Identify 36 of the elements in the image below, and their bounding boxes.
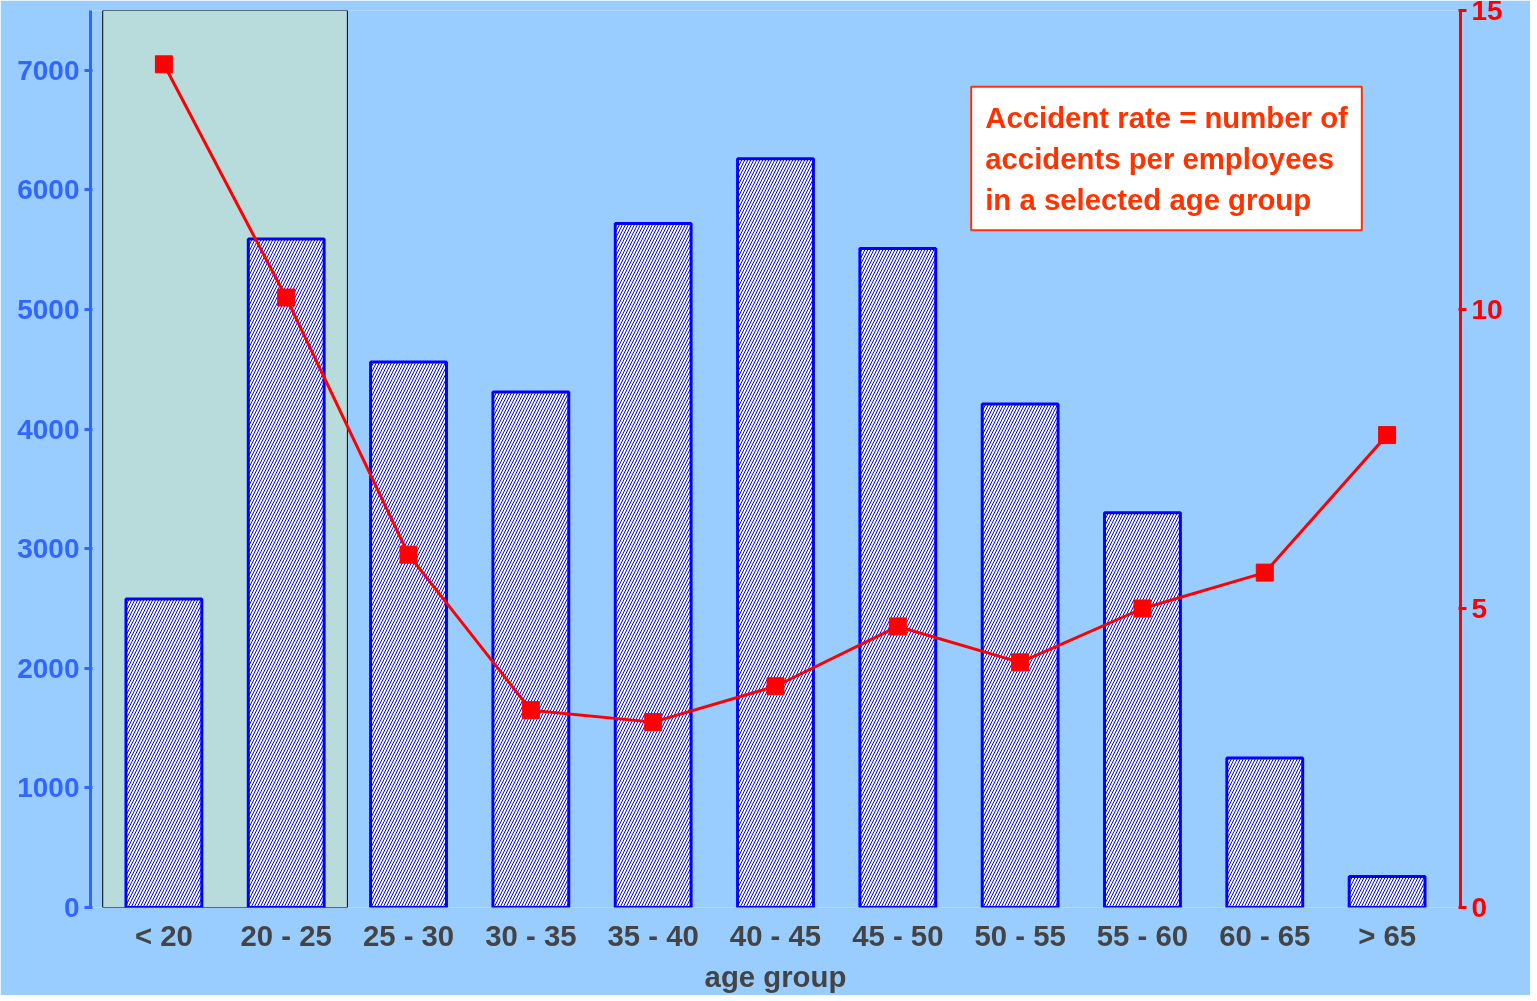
x-tick-label: 60 - 65 (1219, 918, 1311, 952)
y2-tick-label: 5 (1471, 593, 1488, 624)
y2-tick-label: 10 (1471, 294, 1503, 325)
y-tick-label: 0 (63, 892, 80, 923)
point (154, 55, 173, 74)
point (1133, 599, 1152, 618)
y2-tick-label: 15 (1471, 0, 1503, 26)
point (766, 677, 785, 696)
y-tick-label: 4000 (17, 413, 80, 445)
point (277, 288, 296, 307)
x-tick-label: 55 - 60 (1096, 918, 1189, 952)
x-tick-label: > 65 (1358, 918, 1417, 952)
point (399, 545, 418, 564)
annotation: Accident rate = number of accidents per employees in a selected age group (985, 100, 1349, 217)
x-tick-label: 20 - 25 (240, 918, 332, 952)
point (521, 701, 540, 720)
x-tick-label: 35 - 40 (607, 918, 699, 952)
point (888, 617, 907, 636)
y-tick-label: 3000 (17, 533, 80, 565)
point (1255, 563, 1274, 582)
y-tick-label: 5000 (17, 294, 80, 325)
x-tick-label: 45 - 50 (852, 918, 944, 952)
x-tick-label: 50 - 55 (974, 918, 1066, 952)
x-tick-label: < 20 (134, 918, 193, 952)
x-tick-label: 40 - 45 (729, 918, 822, 952)
y-tick-label: 7000 (17, 54, 80, 86)
x-tick-label: 30 - 35 (485, 918, 577, 952)
y-tick-label: 6000 (17, 174, 80, 206)
point (1378, 426, 1397, 445)
x-tick-label: 25 - 30 (362, 918, 455, 952)
point (644, 713, 663, 732)
y2-tick-label: 0 (1471, 892, 1488, 923)
point (1011, 653, 1030, 672)
x-axis-title: age group (704, 959, 847, 993)
y-tick-label: 2000 (17, 652, 80, 684)
y-tick-label: 1000 (17, 772, 80, 804)
